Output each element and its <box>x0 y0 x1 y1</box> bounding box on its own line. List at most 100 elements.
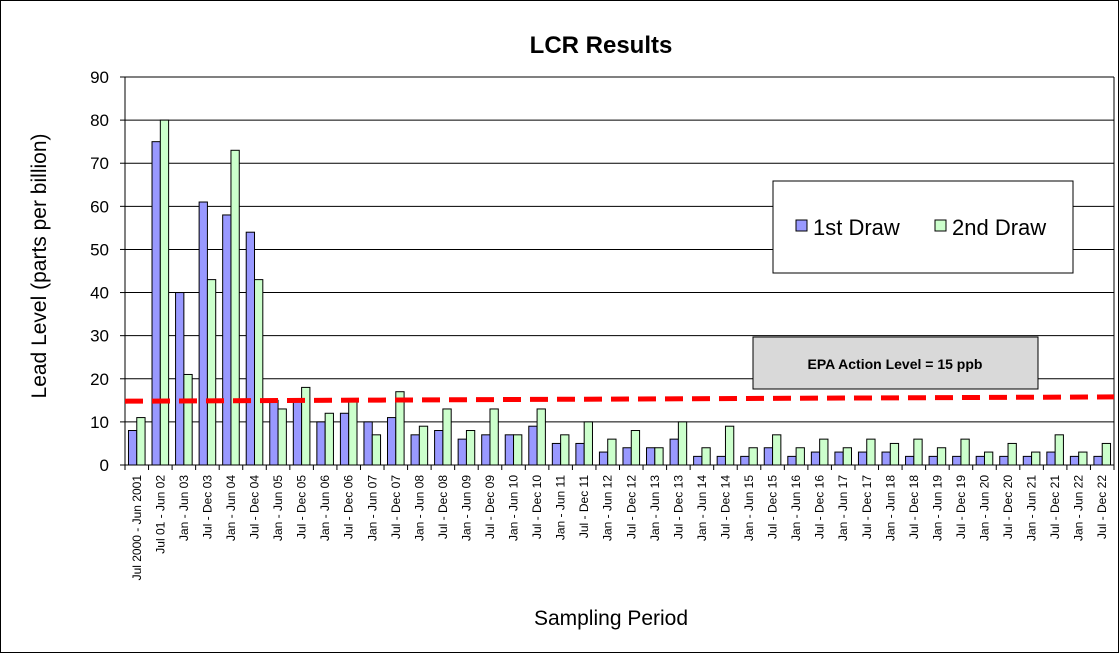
bar-1st-draw <box>975 455 985 466</box>
epa-action-level-line <box>124 394 1115 404</box>
x-tick-label: Jan - Jun 08 <box>412 475 426 541</box>
x-axis-label: Sampling Period <box>534 607 688 630</box>
bar-2nd-draw <box>1078 451 1088 466</box>
x-tick-label: Jul - Dec 07 <box>389 475 403 539</box>
x-tick-label: Jul - Dec 21 <box>1048 475 1062 539</box>
bar-2nd-draw <box>842 447 853 466</box>
x-tick-label: Jul - Dec 14 <box>718 475 732 539</box>
x-tick-label: Jan - Jun 13 <box>648 475 662 541</box>
x-tick-label: Jan - Jun 09 <box>459 475 473 541</box>
bar-2nd-draw <box>277 408 287 466</box>
x-tick-label: Jul - Dec 03 <box>200 475 214 539</box>
bar-2nd-draw <box>913 438 923 466</box>
y-tick-label: 40 <box>90 284 109 303</box>
x-tick-label: Jan - Jun 21 <box>1025 475 1039 541</box>
bar-2nd-draw <box>1054 434 1064 466</box>
bar-2nd-draw <box>795 447 805 466</box>
x-tick-label: Jul - Dec 10 <box>530 475 544 539</box>
bar-2nd-draw <box>724 425 735 466</box>
x-tick-label: Jul - Dec 15 <box>766 475 780 539</box>
bar-2nd-draw <box>677 421 688 466</box>
x-tick-label: Jul - Dec 16 <box>813 475 827 539</box>
bar-2nd-draw <box>206 279 217 466</box>
x-tick-label: Jan - Jun 12 <box>601 475 615 541</box>
bar-1st-draw <box>316 421 326 466</box>
bar-2nd-draw <box>230 149 240 466</box>
bar-1st-draw <box>740 455 750 466</box>
bar-2nd-draw <box>936 447 947 466</box>
bar-1st-draw <box>410 434 420 466</box>
x-tick-label: Jul 01 - Jun 02 <box>153 475 167 554</box>
legend: 1st Draw 2nd Draw <box>772 180 1074 274</box>
bar-1st-draw <box>598 451 609 466</box>
bar-1st-draw <box>175 292 185 466</box>
bar-2nd-draw <box>560 434 570 466</box>
bar-1st-draw <box>528 425 538 466</box>
legend-swatch-1st-draw <box>795 219 808 232</box>
y-tick-labels: 0 10 20 30 40 50 60 70 80 90 <box>90 68 125 475</box>
bar-2nd-draw <box>1101 442 1112 466</box>
bar-2nd-draw <box>1031 451 1041 466</box>
x-tick-label: Jul - Dec 19 <box>954 475 968 539</box>
bar-1st-draw <box>999 455 1009 466</box>
x-tick-label: Jul 2000 - Jun 2001 <box>130 475 144 581</box>
bar-2nd-draw <box>701 447 711 466</box>
x-tick-label: Jan - Jun 05 <box>271 475 285 541</box>
chart-title: LCR Results <box>530 32 673 59</box>
bar-1st-draw <box>434 430 444 466</box>
bar-1st-draw <box>1022 455 1033 466</box>
bar-2nd-draw <box>654 447 664 466</box>
bar-2nd-draw <box>371 434 382 466</box>
x-tick-label: Jan - Jun 04 <box>224 475 238 541</box>
gridlines <box>125 76 1114 423</box>
x-tick-label: Jul - Dec 05 <box>295 475 309 539</box>
x-tick-label: Jan - Jun 03 <box>177 475 191 541</box>
bar-2nd-draw <box>583 421 593 466</box>
y-tick-label: 90 <box>90 68 109 87</box>
epa-annotation-box <box>752 336 1039 390</box>
legend-box <box>772 180 1074 274</box>
bar-1st-draw <box>457 438 467 466</box>
x-tick-label: Jul - Dec 17 <box>860 475 874 539</box>
bar-2nd-draw <box>772 434 782 466</box>
bar-2nd-draw <box>607 438 617 466</box>
bar-1st-draw <box>646 447 656 466</box>
x-tick-label: Jan - Jun 20 <box>977 475 991 541</box>
bar-1st-draw <box>386 417 397 466</box>
y-tick-label: 50 <box>90 240 109 259</box>
x-tick-labels: Jul 2000 - Jun 2001 Jul 01 - Jun 02 Jan - … <box>130 475 1109 581</box>
bar-2nd-draw <box>442 408 452 466</box>
x-tick-label: Jan - Jun 22 <box>1072 475 1086 541</box>
x-tick-label: Jan - Jun 10 <box>507 475 521 541</box>
bar-1st-draw <box>363 421 373 466</box>
bar-2nd-draw <box>630 430 641 466</box>
bar-2nd-draw <box>489 408 499 466</box>
bar-1st-draw <box>881 451 891 466</box>
bar-1st-draw <box>551 442 562 466</box>
legend-swatch-2nd-draw <box>934 219 947 232</box>
bar-1st-draw <box>151 141 161 466</box>
legend-label-1st-draw: 1st Draw <box>813 215 900 240</box>
x-tick-label: Jan - Jun 14 <box>695 475 709 541</box>
x-tick-label: Jul - Dec 06 <box>342 475 356 539</box>
bar-1st-draw <box>952 455 962 466</box>
bar-2nd-draw <box>819 438 829 466</box>
bar-1st-draw <box>198 201 208 466</box>
x-tick-label: Jul - Dec 22 <box>1095 475 1109 539</box>
bar-2nd-draw <box>513 434 523 466</box>
bar-2nd-draw <box>536 408 546 466</box>
bar-1st-draw <box>127 430 138 466</box>
x-tick-label: Jan - Jun 07 <box>365 475 379 541</box>
bar-1st-draw <box>928 455 938 466</box>
bars-group <box>127 119 1112 466</box>
x-tick-label: Jan - Jun 16 <box>789 475 803 541</box>
bar-2nd-draw <box>418 425 429 466</box>
bar-1st-draw <box>222 214 232 466</box>
x-tick-label: Jan - Jun 18 <box>883 475 897 541</box>
x-tick-label: Jul - Dec 12 <box>624 475 638 539</box>
x-tick-label: Jul - Dec 04 <box>248 475 262 539</box>
x-tick-label: Jan - Jun 17 <box>836 475 850 541</box>
bar-1st-draw <box>857 451 868 466</box>
x-tick-label: Jul - Dec 09 <box>483 475 497 539</box>
